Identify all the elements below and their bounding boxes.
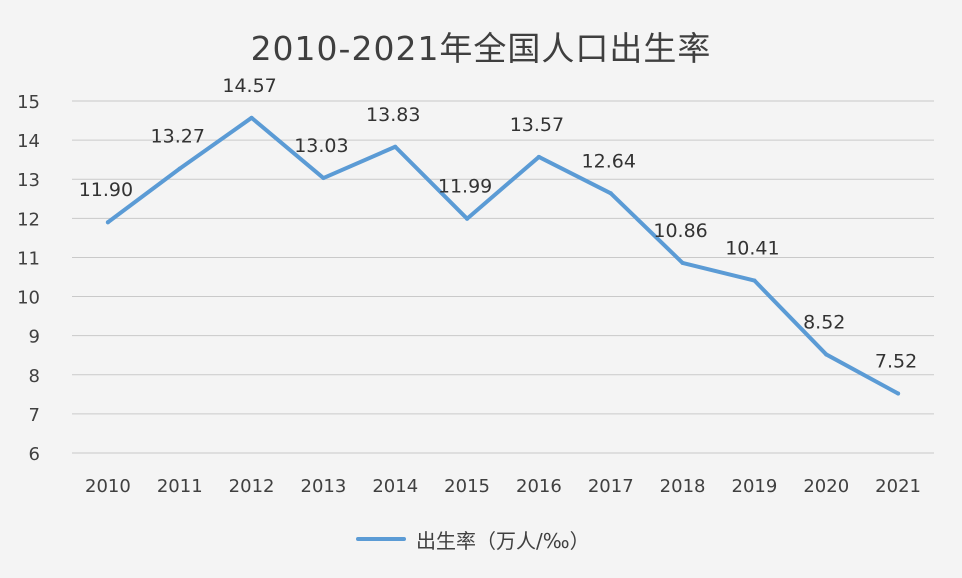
x-tick-label: 2014 — [372, 476, 418, 497]
x-tick-label: 2016 — [516, 476, 562, 497]
data-label: 12.64 — [582, 150, 636, 172]
data-label: 13.03 — [294, 135, 348, 157]
legend: 出生率（万人/‰） — [356, 524, 590, 554]
x-tick-label: 2018 — [660, 476, 706, 497]
data-label: 11.99 — [438, 176, 492, 198]
y-tick-label: 15 — [17, 92, 40, 113]
data-point — [177, 166, 182, 171]
data-point — [465, 216, 470, 221]
legend-swatch — [356, 537, 406, 541]
x-tick-label: 2010 — [85, 476, 131, 497]
y-tick-label: 14 — [17, 131, 40, 152]
x-tick-label: 2012 — [229, 476, 275, 497]
x-tick-label: 2021 — [875, 476, 921, 497]
data-label: 13.83 — [366, 104, 420, 126]
y-tick-label: 11 — [17, 248, 40, 269]
data-point — [896, 391, 901, 396]
y-tick-label: 9 — [29, 327, 40, 348]
data-label: 14.57 — [222, 75, 276, 97]
data-label: 10.86 — [653, 220, 707, 242]
x-tick-label: 2017 — [588, 476, 634, 497]
series-line — [105, 115, 901, 396]
data-point — [608, 191, 613, 196]
x-tick-label: 2013 — [301, 476, 347, 497]
x-tick-label: 2020 — [803, 476, 849, 497]
data-label: 7.52 — [875, 351, 917, 373]
data-point — [680, 260, 685, 265]
data-label: 13.57 — [510, 114, 564, 136]
data-point — [824, 352, 829, 357]
y-tick-label: 6 — [29, 444, 40, 465]
x-tick-label: 2011 — [157, 476, 203, 497]
y-tick-label: 8 — [29, 366, 40, 387]
data-point — [536, 154, 541, 159]
data-label: 8.52 — [803, 311, 845, 333]
data-point — [105, 220, 110, 225]
legend-label: 出生率（万人/‰） — [416, 528, 590, 553]
y-tick-label: 7 — [29, 405, 40, 426]
y-tick-label: 10 — [17, 288, 40, 309]
y-tick-label: 13 — [17, 170, 40, 191]
x-tick-label: 2019 — [732, 476, 778, 497]
data-point — [321, 176, 326, 181]
data-label: 13.27 — [151, 126, 205, 148]
chart-title: 2010-2021年全国人口出生率 — [250, 29, 712, 68]
data-label: 11.90 — [79, 179, 133, 201]
data-point — [752, 278, 757, 283]
data-point — [249, 115, 254, 120]
y-tick-label: 12 — [17, 209, 40, 230]
x-tick-label: 2015 — [444, 476, 490, 497]
data-label: 10.41 — [725, 238, 779, 260]
data-point — [393, 144, 398, 149]
